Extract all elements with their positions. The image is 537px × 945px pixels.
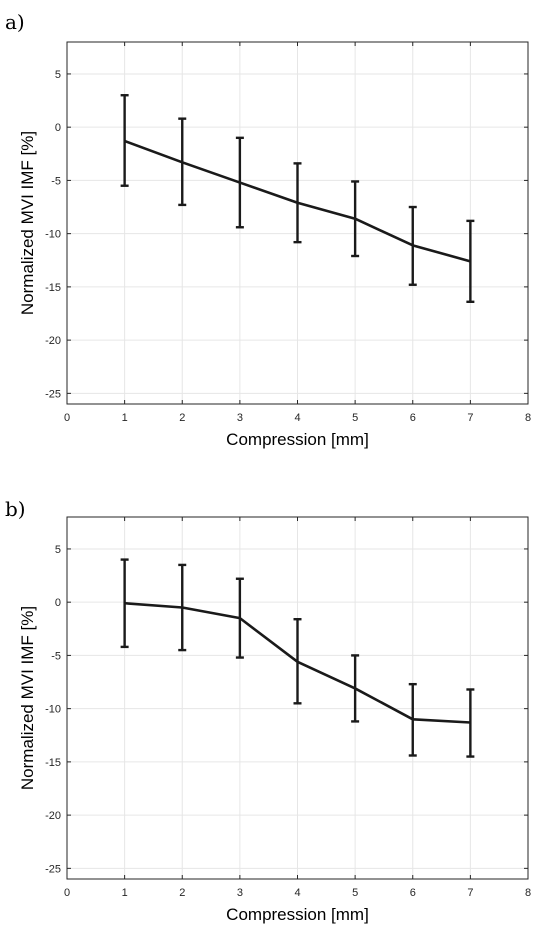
x-tick-label: 5 xyxy=(352,887,358,899)
y-tick-label: -25 xyxy=(45,388,61,400)
y-tick-label: -15 xyxy=(45,757,61,769)
y-tick-label: -5 xyxy=(51,175,61,187)
chart-b: 0 1 2 3 4 5 6 7 8 5 0 -5 -10 -15 -20 -25 Compression [mm… xyxy=(18,516,531,924)
y-tick-label: 5 xyxy=(55,544,61,556)
x-tick-label: 1 xyxy=(122,887,128,899)
y-tick-label: -15 xyxy=(45,282,61,294)
y-tick-label: -10 xyxy=(45,704,61,716)
x-tick-label: 8 xyxy=(525,887,531,899)
y-tick-label: -20 xyxy=(45,810,61,822)
x-tick-label: 8 xyxy=(525,412,531,424)
x-tick-label: 4 xyxy=(294,887,300,899)
x-tick-label: 6 xyxy=(410,412,416,424)
y-tick-label: -25 xyxy=(45,863,61,875)
y-tick-label: 5 xyxy=(55,69,61,81)
y-axis-label: Normalized MVI IMF [%] xyxy=(18,606,37,790)
x-axis-label: Compression [mm] xyxy=(226,905,369,924)
x-axis-label: Compression [mm] xyxy=(226,430,369,449)
x-tick-label: 3 xyxy=(237,412,243,424)
panel-label-a: a) xyxy=(5,10,25,34)
x-tick-label: 7 xyxy=(467,887,473,899)
chart-a: 0 1 2 3 4 5 6 7 8 5 0 -5 -10 -15 -20 -25 Compression [mm… xyxy=(18,41,531,449)
x-tick-label: 2 xyxy=(179,887,185,899)
x-tick-label: 3 xyxy=(237,887,243,899)
x-tick-label: 2 xyxy=(179,412,185,424)
y-tick-label: 0 xyxy=(55,122,61,134)
y-tick-label: -20 xyxy=(45,335,61,347)
x-tick-label: 1 xyxy=(122,412,128,424)
x-tick-label: 6 xyxy=(410,887,416,899)
y-tick-label: -5 xyxy=(51,650,61,662)
y-tick-label: 0 xyxy=(55,597,61,609)
panel-label-b: b) xyxy=(5,497,26,521)
y-axis-label: Normalized MVI IMF [%] xyxy=(18,131,37,315)
x-tick-label: 5 xyxy=(352,412,358,424)
x-tick-label: 0 xyxy=(64,412,70,424)
y-tick-label: -10 xyxy=(45,229,61,241)
x-tick-label: 0 xyxy=(64,887,70,899)
x-tick-label: 4 xyxy=(294,412,300,424)
x-tick-label: 7 xyxy=(467,412,473,424)
